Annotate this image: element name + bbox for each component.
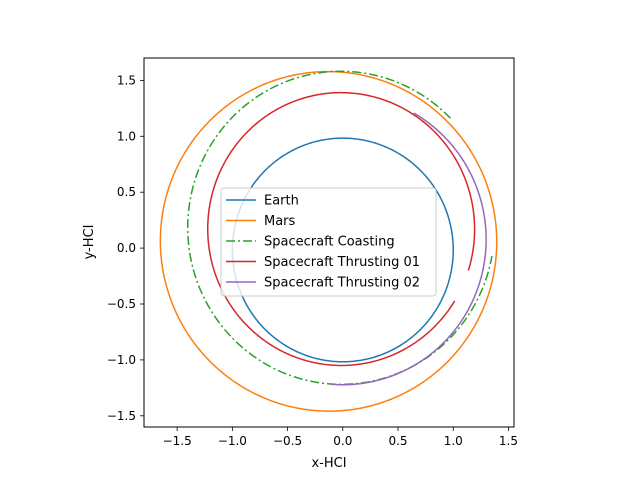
x-tick-label: 0.0: [333, 434, 352, 448]
legend: Earth Mars Spacecraft Coasting Spacecraft T…: [220, 187, 437, 297]
y-axis-label: y-HCI: [82, 225, 97, 260]
legend-label-spacecraft-thrusting-01: Spacecraft Thrusting 01: [264, 255, 420, 270]
y-tick-label: −0.5: [107, 297, 136, 311]
x-tick-label: 1.5: [499, 434, 518, 448]
y-tick-label: 1.0: [117, 129, 136, 143]
y-tick-label: 0.0: [117, 241, 136, 255]
legend-label-mars: Mars: [264, 214, 296, 229]
y-tick-label: −1.0: [107, 353, 136, 367]
legend-label-earth: Earth: [264, 194, 299, 209]
series-spacecraft-thrusting-02: [330, 112, 487, 386]
y-axis-ticks: −1.5 −1.0 −0.5 0.0 0.5 1.0 1.5: [107, 73, 144, 423]
x-tick-label: −1.5: [163, 434, 192, 448]
series-spacecraft-thrusting-01: [206, 91, 476, 367]
x-axis-ticks: −1.5 −1.0 −0.5 0.0 0.5 1.0 1.5: [163, 427, 518, 448]
x-tick-label: −1.0: [218, 434, 247, 448]
series-layer: [159, 70, 498, 412]
x-axis-label: x-HCI: [311, 456, 346, 471]
x-tick-label: 0.5: [388, 434, 407, 448]
legend-label-spacecraft-thrusting-02: Spacecraft Thrusting 02: [264, 276, 420, 291]
x-tick-label: −0.5: [273, 434, 302, 448]
series-spacecraft-coasting: [186, 70, 493, 386]
legend-label-spacecraft-coasting: Spacecraft Coasting: [264, 235, 395, 250]
plot-frame: [143, 57, 515, 428]
series-mars: [159, 70, 498, 412]
y-tick-label: 0.5: [117, 185, 136, 199]
legend-frame: [220, 187, 437, 297]
y-tick-label: −1.5: [107, 409, 136, 423]
x-tick-label: 1.0: [444, 434, 463, 448]
y-tick-label: 1.5: [117, 73, 136, 87]
